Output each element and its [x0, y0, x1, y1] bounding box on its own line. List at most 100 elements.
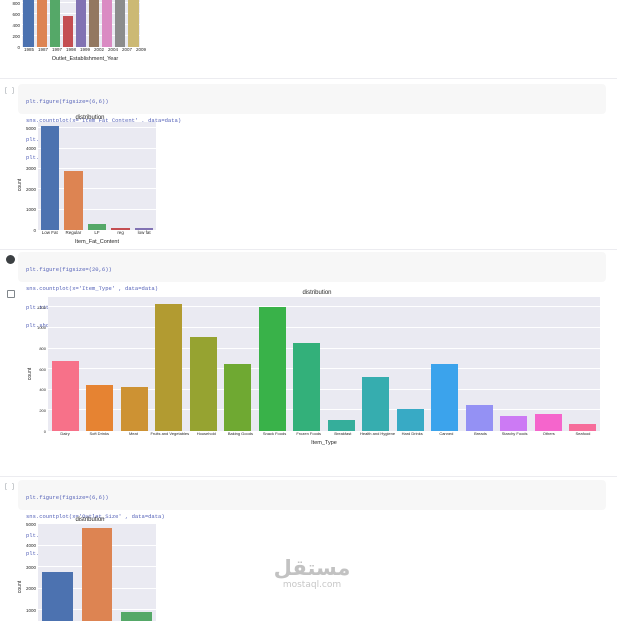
x-tick-label: Hard Drinks [401, 431, 423, 436]
x-tick-label: Frozen Foods [296, 431, 322, 436]
chart-title: distribution [302, 290, 332, 296]
chart-outlet-year-clip: 0200400600800100012001400 19851987199719… [8, 0, 178, 76]
x-axis: 1985 1987 1997 1998 1999 2002 2004 2007 2009 [22, 47, 148, 54]
y-tick-label: 1000 [25, 607, 36, 613]
y-axis: 0200400600800100012001400 [8, 0, 22, 50]
bar [396, 408, 424, 431]
x-axis: Low Fat Regular LF reg low fat [38, 230, 156, 237]
x-tick-label: 1987 [37, 47, 48, 52]
code-line: sns.countplot(x='Item_Fat_Content' , dat… [26, 117, 182, 125]
bar [569, 424, 597, 431]
plot-area [38, 122, 156, 230]
bar [327, 419, 355, 431]
bar [88, 0, 100, 47]
y-tick-label: 1200 [37, 304, 46, 310]
x-tick-label: low fat [137, 230, 151, 235]
cell-execution-indicator[interactable]: [ ] [4, 87, 15, 94]
bar [155, 304, 183, 431]
bar [431, 364, 459, 431]
bar [120, 611, 152, 621]
y-axis-label: count [17, 580, 24, 594]
y-tick-label: 2000 [25, 186, 36, 192]
bar [87, 223, 107, 230]
y-tick-label: 400 [12, 22, 20, 28]
gridline [48, 326, 600, 328]
y-tick-label: 0 [33, 227, 36, 233]
watermark-domain-text: mostaql.com [282, 580, 342, 590]
bar [115, 0, 126, 47]
bar [534, 413, 562, 431]
code-cell-item-type[interactable]: plt.figure(figsize=(20,6)) sns.countplot… [18, 252, 606, 329]
x-tick-label: Snack Foods [262, 431, 287, 436]
y-tick-label: 1000 [25, 207, 36, 213]
code-cell-outlet-size[interactable]: plt.figure(figsize=(6,6)) sns.countplot(… [18, 480, 606, 557]
y-axis-label: count [17, 178, 24, 192]
bar [40, 126, 59, 230]
x-tick-label: Fruits and Vegetables [150, 431, 190, 436]
gridline [48, 368, 600, 370]
y-tick-label: 600 [12, 11, 20, 17]
bar [111, 227, 130, 230]
bar [51, 360, 79, 431]
code-cell-item-fat-content[interactable]: plt.figure(figsize=(6,6)) sns.countplot(… [18, 84, 606, 161]
code-line: plt.figure(figsize=(20,6)) [26, 266, 112, 274]
gridline [38, 208, 156, 210]
chart-title: distribution [75, 517, 105, 523]
x-tick-label: Baking Goods [227, 431, 253, 436]
y-tick-label: 4000 [25, 543, 36, 549]
x-tick-label: Dairy [60, 431, 70, 436]
y-tick-label: 0 [43, 428, 46, 434]
bar [49, 0, 60, 47]
code-line: plt.figure(figsize=(6,6)) [26, 98, 109, 106]
cell-execution-indicator[interactable]: [ ] [4, 483, 15, 490]
code-line: sns.countplot(x='Item_Type' , data=data) [26, 285, 159, 293]
x-axis: Dairy Soft Drinks Meat Fruits and Vegetable… [48, 431, 600, 438]
bar [36, 0, 47, 47]
x-tick-label: 2004 [107, 47, 118, 52]
y-tick-label: 4000 [25, 146, 36, 151]
y-axis-label: count [27, 367, 34, 380]
y-tick-label: 1000 [37, 325, 46, 331]
x-tick-label: Household [196, 431, 216, 436]
y-tick-label: 600 [39, 366, 46, 372]
x-axis-label: Item_Fat_Content [74, 239, 120, 245]
bar [75, 0, 87, 47]
x-tick-label: Canned [439, 431, 454, 436]
gridline [48, 388, 600, 390]
x-tick-label: LF [94, 230, 100, 235]
bar [224, 364, 252, 431]
bar [23, 0, 34, 47]
x-tick-label: 2002 [93, 47, 104, 52]
y-tick-label: 800 [12, 0, 20, 6]
bar [134, 227, 154, 230]
gridline [48, 409, 600, 411]
bar [42, 571, 73, 621]
cell-divider [0, 78, 617, 79]
x-axis-label: Item_Type [311, 440, 337, 446]
y-tick-label: 0 [17, 44, 20, 50]
bar [500, 415, 528, 431]
bar [293, 342, 321, 431]
bar [102, 0, 113, 47]
running-circle-icon[interactable] [6, 255, 15, 264]
x-tick-label: 2009 [135, 47, 146, 52]
x-tick-label: 1985 [23, 47, 34, 52]
bar [86, 385, 114, 431]
output-square-icon[interactable] [7, 290, 15, 298]
bar [128, 0, 139, 47]
y-tick-label: 3000 [25, 166, 36, 172]
gridline [38, 127, 156, 129]
y-tick-label: 800 [39, 346, 46, 352]
y-tick-label: 5000 [25, 125, 36, 131]
x-tick-label: Health and Hygiene [359, 431, 396, 436]
y-axis: 0 1000 2000 3000 4000 5000 [24, 122, 38, 233]
bar [362, 377, 390, 431]
gridline [48, 306, 600, 308]
cell-divider [0, 476, 617, 477]
y-tick-label: 2000 [25, 586, 36, 592]
chart-body: 0 1000 2000 3000 4000 5000 [24, 122, 156, 233]
bar [81, 528, 113, 621]
